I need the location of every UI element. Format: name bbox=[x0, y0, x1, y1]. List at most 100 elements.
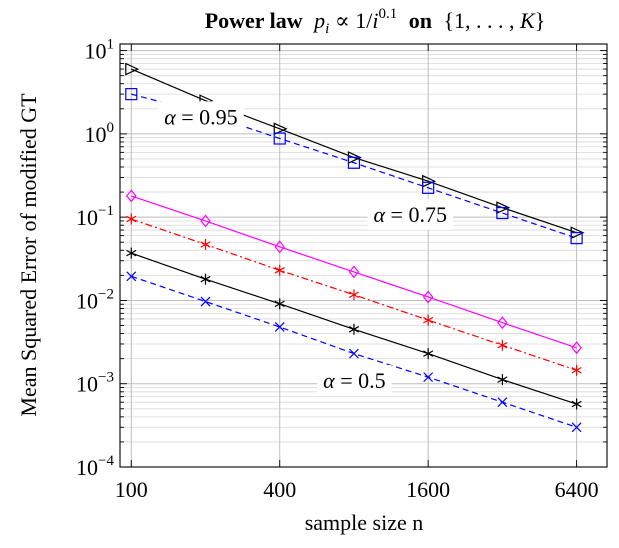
y-tick-base: 10 bbox=[76, 372, 98, 397]
marker-x-stroke bbox=[200, 296, 211, 307]
x-axis-label: sample size n bbox=[305, 510, 424, 535]
marker-diamond bbox=[422, 290, 434, 304]
marker-x-stroke bbox=[423, 372, 434, 383]
annotation-alpha-symbol: α bbox=[373, 202, 385, 227]
x-tick-label: 1600 bbox=[406, 477, 450, 502]
marker-star bbox=[126, 247, 137, 259]
marker-x bbox=[349, 348, 359, 359]
y-tick-base: 10 bbox=[76, 205, 98, 230]
y-tick-base: 10 bbox=[85, 122, 107, 147]
marker-star bbox=[274, 298, 285, 310]
marker-triangle bbox=[273, 122, 288, 136]
marker-square bbox=[273, 132, 286, 145]
marker-star bbox=[348, 289, 360, 301]
series-line-3 bbox=[131, 195, 577, 349]
marker-star-stroke bbox=[274, 267, 285, 274]
title-i: i bbox=[372, 8, 378, 33]
marker-diamond bbox=[274, 240, 286, 254]
annotation-alpha-1: α = 0.95 bbox=[158, 101, 244, 133]
y-tick-exponent: −2 bbox=[98, 286, 114, 302]
y-tick-label: 101 bbox=[85, 37, 115, 64]
title-p: p bbox=[312, 8, 325, 33]
y-tick-base: 10 bbox=[76, 455, 98, 480]
marker-x bbox=[497, 397, 508, 408]
y-tick-exponent: −1 bbox=[98, 203, 114, 219]
y-tick-base: 10 bbox=[76, 288, 98, 313]
marker-star-stroke bbox=[571, 367, 582, 374]
y-tick-exponent: 1 bbox=[107, 37, 115, 53]
x-tick-label: 400 bbox=[263, 477, 296, 502]
annotation-alpha-symbol: α bbox=[323, 368, 335, 393]
marker-x-stroke bbox=[497, 397, 508, 408]
axes bbox=[119, 43, 608, 468]
marker-star-stroke bbox=[497, 376, 508, 383]
marker-x-stroke bbox=[274, 322, 285, 332]
marker-square bbox=[125, 88, 138, 101]
series-line-1 bbox=[131, 68, 577, 234]
y-tick-exponent: 0 bbox=[107, 120, 115, 136]
x-tick-label: 6400 bbox=[555, 477, 599, 502]
series-line-2 bbox=[131, 93, 577, 239]
annotation-value: = 0.5 bbox=[335, 368, 386, 393]
marker-diamond bbox=[571, 341, 582, 355]
title-p-subscript: i bbox=[325, 21, 329, 37]
title-set-close: } bbox=[535, 8, 546, 33]
annotation-text: α = 0.5 bbox=[323, 368, 385, 393]
marker-star-stroke bbox=[423, 316, 434, 324]
title-set: {1, . . . , bbox=[443, 8, 520, 33]
marker-star bbox=[497, 374, 508, 386]
annotation-background bbox=[158, 101, 244, 133]
annotation-alpha-2: α = 0.75 bbox=[367, 198, 453, 230]
marker-star-stroke bbox=[348, 326, 360, 333]
annotation-text: α = 0.75 bbox=[373, 202, 446, 227]
plot-frame bbox=[119, 43, 608, 468]
marker-star-stroke bbox=[348, 291, 360, 299]
annotation-background bbox=[317, 364, 392, 396]
y-tick-label: 100 bbox=[85, 120, 115, 147]
marker-square bbox=[496, 206, 509, 220]
marker-star bbox=[200, 273, 211, 285]
marker-star bbox=[571, 398, 582, 410]
marker-star-stroke bbox=[497, 341, 508, 349]
marker-star bbox=[423, 348, 434, 360]
marker-square bbox=[347, 156, 361, 169]
marker-star bbox=[348, 323, 360, 335]
y-tick-label: 10−4 bbox=[76, 453, 114, 480]
title-bold: Power law bbox=[205, 8, 303, 33]
marker-triangle bbox=[422, 174, 437, 188]
title-prop: ∝ 1/ bbox=[329, 8, 373, 33]
annotation-alpha-symbol: α bbox=[164, 104, 176, 129]
marker-layer bbox=[125, 62, 585, 433]
marker-diamond bbox=[497, 316, 508, 330]
y-axis-label: Mean Squared Error of modified GT bbox=[16, 93, 41, 417]
marker-star bbox=[497, 339, 508, 351]
annotation-alpha-3: α = 0.5 bbox=[317, 364, 392, 396]
marker-diamond bbox=[348, 265, 360, 279]
marker-star bbox=[423, 314, 434, 326]
marker-x bbox=[126, 271, 137, 282]
chart-title: Power law pi ∝ 1/i0.1 on {1, . . . , K} bbox=[205, 0, 546, 37]
annotation-value: = 0.95 bbox=[176, 104, 238, 129]
marker-diamond bbox=[200, 214, 211, 228]
marker-square bbox=[422, 181, 435, 194]
marker-triangle bbox=[125, 62, 140, 76]
marker-star-stroke bbox=[423, 350, 434, 357]
marker-star-stroke bbox=[200, 275, 211, 283]
annotation-background bbox=[367, 198, 453, 230]
y-tick-exponent: −3 bbox=[98, 370, 114, 386]
marker-square bbox=[570, 232, 583, 245]
y-tick-label: 10−1 bbox=[76, 203, 114, 230]
marker-x-stroke bbox=[349, 348, 359, 359]
y-tick-label: 10−2 bbox=[76, 286, 114, 313]
title-set-K: K bbox=[519, 8, 536, 33]
title-on: on bbox=[409, 8, 432, 33]
marker-star-stroke bbox=[274, 300, 285, 308]
marker-diamond bbox=[126, 189, 137, 203]
marker-x bbox=[274, 322, 285, 332]
marker-x bbox=[571, 422, 582, 433]
y-tick-exponent: −4 bbox=[98, 453, 114, 469]
marker-star-stroke bbox=[126, 215, 137, 223]
marker-star-stroke bbox=[571, 400, 582, 408]
marker-x-stroke bbox=[571, 422, 582, 433]
